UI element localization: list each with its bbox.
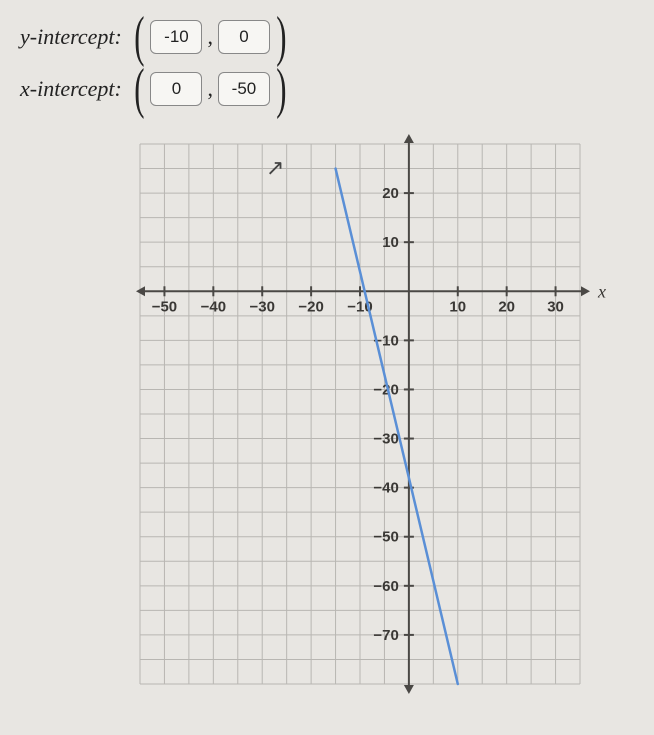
y-intercept-label: y-intercept:	[20, 24, 122, 50]
coord-comma: ,	[207, 76, 213, 102]
x-intercept-row: x-intercept: ( 0 , -50 )	[20, 72, 634, 106]
svg-text:−30: −30	[373, 431, 398, 448]
svg-text:−40: −40	[201, 298, 226, 315]
open-paren: (	[134, 23, 144, 51]
svg-text:−20: −20	[298, 298, 323, 315]
svg-text:20: 20	[498, 298, 515, 315]
open-paren: (	[134, 75, 144, 103]
svg-text:10: 10	[382, 234, 399, 251]
y-intercept-row: y-intercept: ( -10 , 0 )	[20, 20, 634, 54]
svg-text:−50: −50	[373, 529, 398, 546]
x-intercept-y-input[interactable]: -50	[218, 72, 270, 106]
chart-container: −50−40−30−20−101020302010−10−20−30−40−50…	[130, 134, 634, 694]
svg-text:−60: −60	[373, 578, 398, 595]
svg-text:20: 20	[382, 185, 399, 202]
svg-text:−40: −40	[373, 480, 398, 497]
y-intercept-y-input[interactable]: 0	[218, 20, 270, 54]
coord-comma: ,	[207, 24, 213, 50]
x-intercept-label: x-intercept:	[20, 76, 122, 102]
x-intercept-x-input[interactable]: 0	[150, 72, 202, 106]
svg-text:−70: −70	[373, 627, 398, 644]
svg-text:−30: −30	[249, 298, 274, 315]
svg-text:x: x	[597, 281, 606, 301]
coordinate-chart: −50−40−30−20−101020302010−10−20−30−40−50…	[130, 134, 610, 694]
y-intercept-x-input[interactable]: -10	[150, 20, 202, 54]
svg-text:30: 30	[547, 298, 564, 315]
close-paren: )	[276, 75, 286, 103]
svg-text:10: 10	[449, 298, 466, 315]
svg-text:−50: −50	[152, 298, 177, 315]
close-paren: )	[276, 23, 286, 51]
